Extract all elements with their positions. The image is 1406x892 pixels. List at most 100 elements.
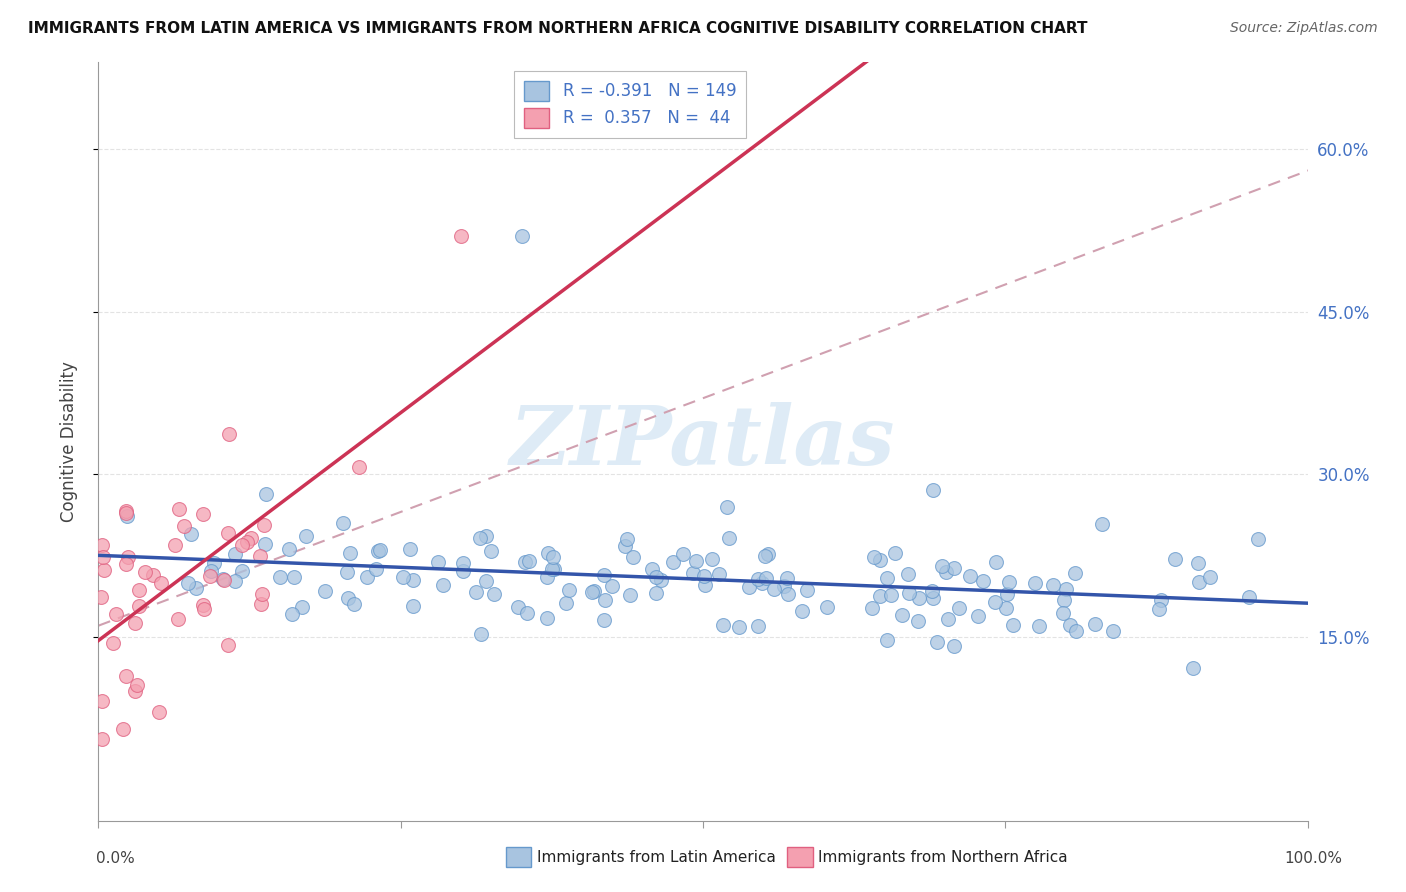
Text: Immigrants from Northern Africa: Immigrants from Northern Africa (818, 850, 1069, 864)
Point (128, 599, 150, 613)
Point (1002, 617, 1025, 632)
Point (202, 556, 225, 570)
Point (163, 538, 186, 552)
Point (1064, 624, 1087, 638)
Point (295, 528, 318, 542)
Point (995, 587, 1018, 601)
Point (616, 532, 638, 546)
Point (537, 546, 560, 560)
Point (994, 600, 1017, 615)
Point (543, 550, 565, 565)
Point (479, 543, 502, 558)
Point (907, 591, 929, 606)
Point (212, 574, 235, 588)
Point (1042, 577, 1064, 591)
Point (90, 694, 112, 708)
Point (231, 564, 253, 578)
Point (269, 569, 291, 583)
Point (332, 516, 354, 530)
Point (115, 503, 138, 517)
Point (90, 732, 112, 747)
Point (972, 574, 994, 589)
Point (516, 607, 538, 621)
Point (600, 579, 623, 593)
Point (986, 555, 1008, 569)
Point (356, 570, 378, 584)
Point (1147, 602, 1170, 616)
Point (778, 587, 800, 601)
Text: Source: ZipAtlas.com: Source: ZipAtlas.com (1230, 21, 1378, 35)
Text: IMMIGRANTS FROM LATIN AMERICA VS IMMIGRANTS FROM NORTHERN AFRICA COGNITIVE DISAB: IMMIGRANTS FROM LATIN AMERICA VS IMMIGRA… (28, 21, 1088, 36)
Point (367, 543, 389, 558)
Point (792, 604, 814, 618)
Point (717, 531, 740, 545)
Point (884, 546, 907, 560)
Point (134, 565, 156, 579)
Point (711, 617, 734, 632)
Point (392, 570, 415, 584)
Point (104, 607, 127, 621)
Point (474, 529, 496, 543)
Point (177, 576, 200, 591)
Point (291, 599, 314, 614)
Point (173, 519, 195, 533)
Point (1024, 576, 1046, 591)
Point (368, 543, 391, 558)
Point (876, 571, 898, 585)
Point (581, 584, 603, 599)
Point (661, 555, 683, 569)
Point (128, 582, 150, 597)
Point (650, 573, 672, 587)
Point (402, 573, 425, 587)
Point (536, 570, 558, 584)
Point (124, 683, 146, 698)
Point (738, 580, 761, 594)
Point (93, 563, 115, 577)
Point (921, 583, 943, 598)
Point (762, 582, 785, 596)
Point (470, 531, 492, 545)
Point (645, 586, 668, 600)
Point (869, 553, 891, 567)
Point (890, 607, 912, 622)
Point (1182, 660, 1205, 674)
Text: Immigrants from Latin America: Immigrants from Latin America (537, 850, 776, 864)
Point (998, 575, 1021, 590)
Point (776, 570, 799, 584)
Point (555, 596, 578, 610)
Point (484, 587, 506, 601)
Point (314, 584, 336, 599)
Point (536, 611, 558, 625)
Point (751, 575, 773, 590)
Point (716, 500, 738, 514)
Point (475, 574, 498, 589)
Point (1164, 552, 1187, 566)
Point (339, 546, 361, 560)
Point (685, 554, 707, 568)
Point (984, 595, 1007, 609)
Point (224, 547, 246, 561)
Point (593, 613, 616, 627)
Point (217, 525, 239, 540)
Point (240, 531, 263, 545)
Point (898, 586, 921, 600)
Point (148, 706, 170, 720)
Point (249, 598, 271, 612)
Point (1084, 617, 1107, 632)
Point (283, 570, 305, 584)
Point (506, 600, 529, 615)
Point (432, 578, 454, 592)
Point (167, 502, 190, 516)
Point (773, 579, 796, 593)
Point (860, 601, 883, 615)
Point (127, 678, 149, 692)
Point (747, 572, 769, 586)
Point (1091, 516, 1114, 531)
Point (1064, 566, 1087, 581)
Point (450, 228, 472, 243)
Point (115, 668, 138, 682)
Point (451, 565, 474, 579)
Text: 100.0%: 100.0% (1285, 851, 1343, 865)
Point (1237, 590, 1260, 604)
Point (399, 541, 422, 556)
